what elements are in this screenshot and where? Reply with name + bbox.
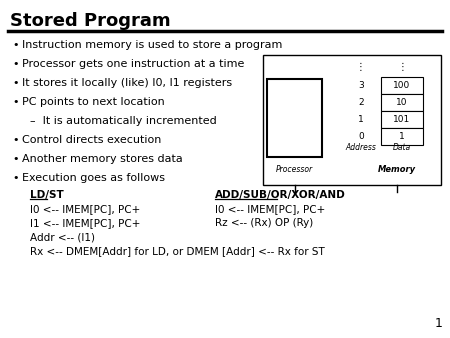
Text: –  It is automatically incremented: – It is automatically incremented [30, 116, 217, 126]
Text: 1: 1 [399, 132, 405, 141]
Text: Instruction memory is used to store a program: Instruction memory is used to store a pr… [22, 40, 283, 50]
Text: LD/ST: LD/ST [30, 190, 64, 200]
Bar [263, 55, 441, 185]
Text: •: • [12, 97, 18, 107]
Text: 10: 10 [396, 98, 408, 107]
Text: I1 <-- IMEM[PC], PC+: I1 <-- IMEM[PC], PC+ [30, 218, 140, 228]
Text: Processor: Processor [276, 166, 313, 174]
Text: Execution goes as follows: Execution goes as follows [22, 173, 165, 183]
Bar [267, 79, 322, 157]
Bar [381, 128, 423, 145]
Text: Control directs execution: Control directs execution [22, 135, 162, 145]
Text: ADD/SUB/OR/XOR/AND: ADD/SUB/OR/XOR/AND [215, 190, 346, 200]
Bar [381, 111, 423, 128]
Text: 1: 1 [358, 115, 364, 124]
Text: 3: 3 [358, 81, 364, 90]
Text: 0: 0 [358, 132, 364, 141]
Text: Memory: Memory [378, 166, 416, 174]
Text: 100: 100 [393, 81, 410, 90]
Text: 1: 1 [435, 317, 443, 330]
Text: 101: 101 [393, 115, 410, 124]
Text: •: • [12, 173, 18, 183]
Text: Processor gets one instruction at a time: Processor gets one instruction at a time [22, 59, 244, 69]
Text: I0 <-- IMEM[PC], PC+: I0 <-- IMEM[PC], PC+ [30, 204, 140, 214]
Text: I0 <-- IMEM[PC], PC+: I0 <-- IMEM[PC], PC+ [215, 204, 325, 214]
Text: Addr <-- (I1): Addr <-- (I1) [30, 232, 95, 242]
Text: PC points to next location: PC points to next location [22, 97, 165, 107]
Text: •: • [12, 135, 18, 145]
Text: Rz <-- (Rx) OP (Ry): Rz <-- (Rx) OP (Ry) [215, 218, 313, 228]
Text: •: • [12, 78, 18, 88]
Text: •: • [12, 40, 18, 50]
Text: Stored Program: Stored Program [10, 12, 171, 30]
Text: Address: Address [346, 143, 377, 151]
Text: ⋮: ⋮ [397, 62, 407, 72]
Text: •: • [12, 154, 18, 164]
Text: Another memory stores data: Another memory stores data [22, 154, 183, 164]
Bar [381, 77, 423, 94]
Text: Rx <-- DMEM[Addr] for LD, or DMEM [Addr] <-- Rx for ST: Rx <-- DMEM[Addr] for LD, or DMEM [Addr]… [30, 246, 325, 256]
Bar [381, 94, 423, 111]
Text: 2: 2 [358, 98, 364, 107]
Text: ⋮: ⋮ [356, 62, 366, 72]
Text: Data: Data [393, 143, 411, 151]
Text: It stores it locally (like) I0, I1 registers: It stores it locally (like) I0, I1 regis… [22, 78, 232, 88]
Text: •: • [12, 59, 18, 69]
